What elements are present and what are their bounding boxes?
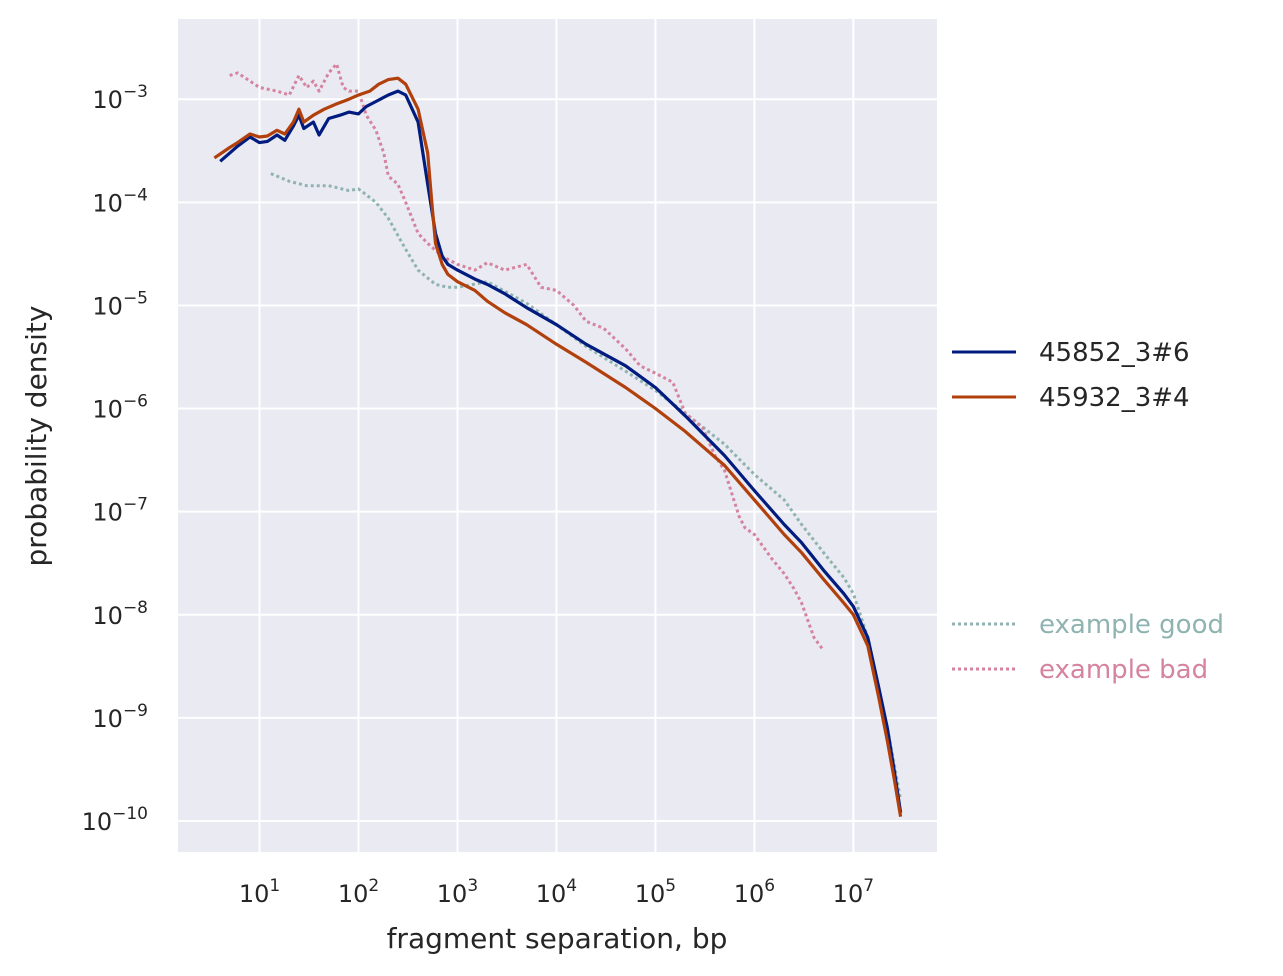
x-tick-label-5: 106 <box>734 876 775 908</box>
y-tick-label-2: 10−5 <box>92 288 148 320</box>
y-tick-label-4: 10−7 <box>92 495 148 527</box>
y-tick-label-5: 10−8 <box>92 598 148 630</box>
y-axis-ticks: 10−3 10−4 10−5 10−6 10−7 10−8 10−9 10−10 <box>82 82 148 836</box>
x-tick-label-6: 107 <box>833 876 874 908</box>
y-tick-label-0: 10−3 <box>92 82 148 114</box>
x-axis-ticks: 101 102 103 104 105 106 107 <box>239 876 874 908</box>
y-tick-label-7: 10−10 <box>82 804 148 836</box>
series-line-example-bad <box>229 62 825 652</box>
y-tick-label-6: 10−9 <box>92 701 148 733</box>
y-axis-label: probability density <box>20 306 53 567</box>
legend-label-example-good: example good <box>1039 610 1224 640</box>
x-tick-label-3: 104 <box>536 876 577 908</box>
legend-label-example-bad: example bad <box>1039 655 1208 685</box>
plot-background <box>178 19 937 852</box>
y-tick-label-1: 10−4 <box>92 185 148 217</box>
grid-lines <box>178 19 937 852</box>
x-tick-label-0: 101 <box>239 876 280 908</box>
legend-label-45932-3-4: 45932_3#4 <box>1039 383 1190 413</box>
legend-label-45852-3-6: 45852_3#6 <box>1039 338 1190 368</box>
x-tick-label-4: 105 <box>635 876 676 908</box>
x-axis-label: fragment separation, bp <box>387 922 728 955</box>
y-tick-label-3: 10−6 <box>92 392 148 424</box>
x-tick-label-2: 103 <box>437 876 478 908</box>
series-lines <box>213 62 903 817</box>
x-tick-label-1: 102 <box>338 876 379 908</box>
series-line-45932-3-4 <box>213 76 903 817</box>
